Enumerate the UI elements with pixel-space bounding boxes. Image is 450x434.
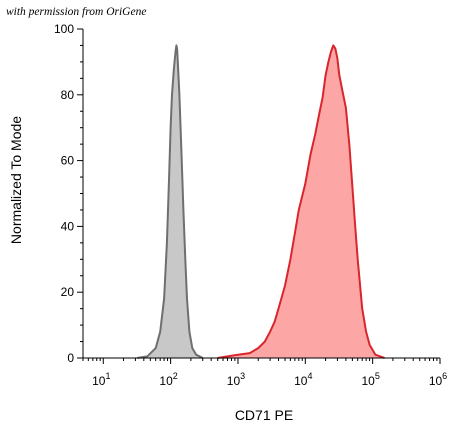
axes-layer: [82, 29, 440, 359]
series-line-1: [217, 44, 385, 359]
y-tick-label: 60: [61, 154, 75, 168]
x-tick-label: 102: [159, 371, 177, 388]
y-ticks: 0 20 40 60 80 100: [54, 22, 83, 365]
x-tick-label: 105: [361, 371, 379, 388]
x-tick-label: 104: [294, 371, 312, 388]
x-ticks: 101 102 103 104 105 106: [82, 358, 447, 388]
y-tick-label: 40: [61, 219, 75, 233]
x-tick-label: 103: [227, 371, 245, 388]
x-tick-label: 101: [92, 371, 110, 388]
y-tick-label: 0: [67, 351, 74, 365]
y-tick-label: 100: [54, 22, 74, 36]
y-tick-label: 80: [61, 88, 75, 102]
watermark-text: with permission from OriGene: [6, 6, 147, 18]
x-tick-label: 106: [429, 371, 447, 388]
y-tick-label: 20: [61, 285, 75, 299]
series-fill-0: [137, 45, 203, 359]
series-layer: [137, 44, 385, 359]
y-axis-title: Normalized To Mode: [8, 116, 24, 244]
series-line-0: [137, 44, 204, 359]
x-axis-title: CD71 PE: [235, 407, 293, 423]
